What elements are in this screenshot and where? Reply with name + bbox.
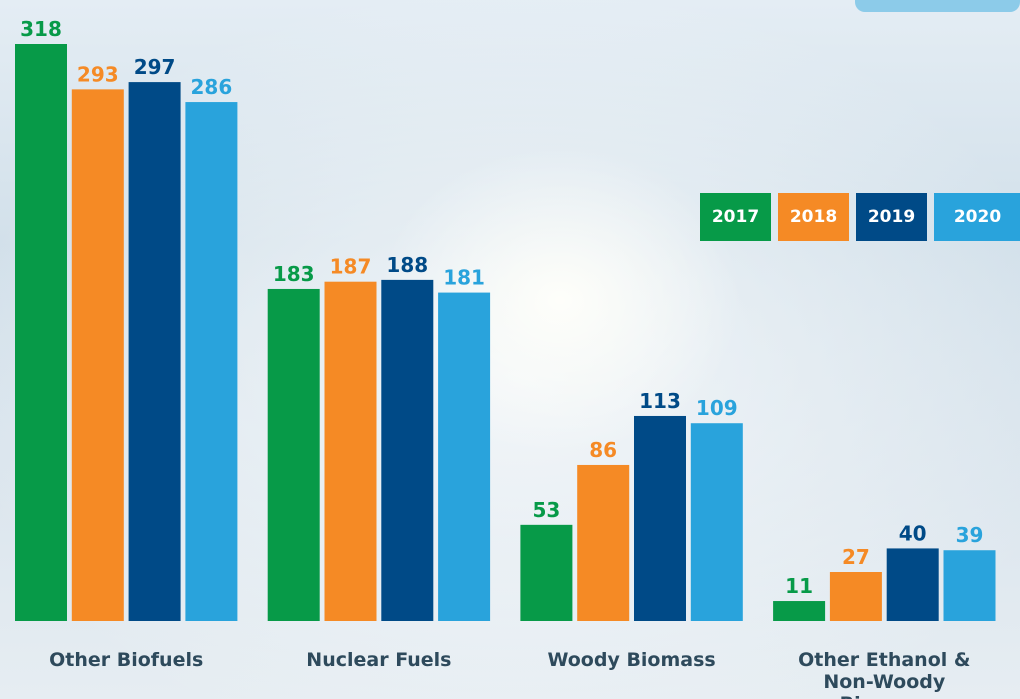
bar	[773, 601, 826, 621]
bar	[690, 423, 743, 621]
value-label: 297	[134, 55, 176, 79]
bar	[943, 550, 996, 621]
value-label: 187	[330, 255, 372, 279]
value-label: 39	[956, 523, 984, 547]
bar	[829, 572, 882, 621]
legend-entry: 2018	[778, 193, 849, 241]
value-label: 113	[639, 389, 681, 413]
bar	[128, 82, 181, 622]
value-label: 40	[899, 521, 927, 545]
value-label: 86	[589, 438, 617, 462]
value-label: 27	[842, 545, 870, 569]
bar	[381, 279, 434, 621]
legend-entry: 2017	[700, 193, 771, 241]
legend-entry: 2020	[934, 193, 1020, 241]
value-label: 109	[696, 396, 738, 420]
bar	[185, 102, 238, 622]
value-label: 318	[20, 17, 62, 41]
value-label: 286	[191, 75, 233, 99]
x-tick-label: Other Biofuels	[49, 649, 204, 671]
value-label: 11	[785, 574, 813, 598]
bar	[577, 464, 630, 621]
bar	[71, 89, 124, 621]
bar	[886, 548, 939, 621]
x-tick-label: Other Ethanol & Non-Woody Biomass	[798, 649, 971, 699]
bar	[438, 292, 491, 621]
bar	[324, 281, 377, 621]
x-tick-label: Nuclear Fuels	[306, 649, 452, 671]
bar	[634, 415, 686, 621]
legend: 2017 2018 2019 2020	[700, 193, 1020, 241]
legend-entry: 2019	[856, 193, 927, 241]
bar	[520, 524, 573, 621]
value-label: 293	[77, 62, 119, 86]
bar	[267, 288, 320, 621]
value-label: 181	[443, 266, 485, 290]
bar	[15, 44, 67, 621]
x-tick-label: Woody Biomass	[547, 649, 716, 671]
value-label: 188	[386, 253, 428, 277]
corner-tab	[855, 0, 1020, 12]
value-label: 183	[273, 262, 315, 286]
value-label: 53	[532, 498, 560, 522]
